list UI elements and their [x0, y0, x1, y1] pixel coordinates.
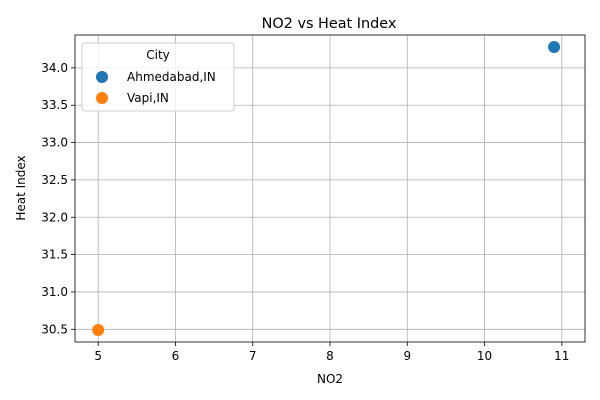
y-axis-label: Heat Index	[14, 155, 28, 220]
x-tick-label: 7	[249, 349, 257, 363]
y-tick-label: 33.5	[41, 98, 68, 112]
legend-box	[81, 42, 235, 112]
data-points	[92, 40, 561, 337]
x-tick-label: 6	[172, 349, 180, 363]
x-tick-label: 11	[554, 349, 569, 363]
y-tick-label: 32.0	[41, 210, 68, 224]
x-tick-label: 8	[326, 349, 334, 363]
y-tick-label: 33.0	[41, 136, 68, 150]
legend-label: Vapi,IN	[127, 91, 169, 105]
data-point-1	[92, 324, 105, 337]
legend-title: City	[146, 48, 170, 62]
y-tick-label: 31.5	[41, 248, 68, 262]
x-tick-label: 5	[94, 349, 102, 363]
legend-marker	[96, 92, 108, 104]
y-tick-label: 30.5	[41, 322, 68, 336]
y-tick-label: 31.0	[41, 285, 68, 299]
legend-marker	[96, 71, 108, 83]
y-tick-label: 34.0	[41, 61, 68, 75]
legend: City Ahmedabad,IN Vapi,IN	[81, 42, 235, 112]
axis-ticks: 5 6 7 8 9 10 11 30.5 31.0 31.5 32.0 32.5 33.0 33.5 34.…	[41, 61, 569, 363]
grid	[75, 35, 585, 342]
legend-entries: Ahmedabad,IN Vapi,IN	[96, 70, 216, 105]
data-point-0	[548, 40, 561, 53]
legend-label: Ahmedabad,IN	[127, 70, 216, 84]
x-tick-label: 10	[477, 349, 492, 363]
y-tick-label: 32.5	[41, 173, 68, 187]
x-axis-label: NO2	[317, 372, 343, 386]
x-tick-label: 9	[403, 349, 411, 363]
chart-title: NO2 vs Heat Index	[262, 16, 397, 32]
plot-frame	[74, 34, 586, 343]
